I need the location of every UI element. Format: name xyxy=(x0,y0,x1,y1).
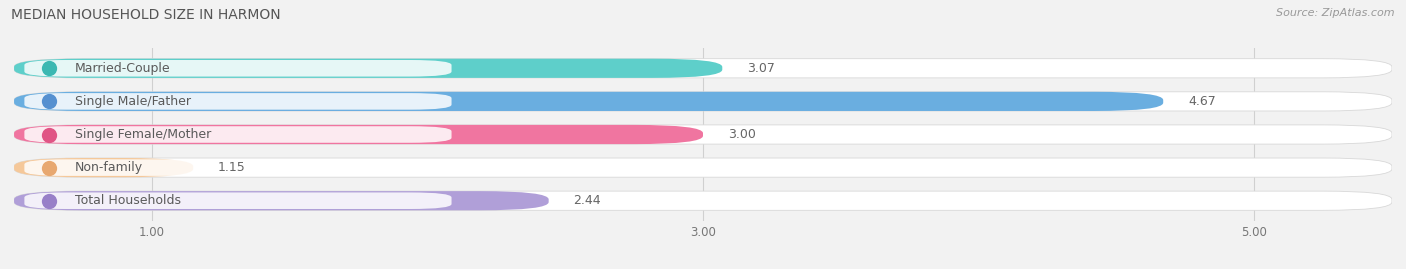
FancyBboxPatch shape xyxy=(14,125,703,144)
FancyBboxPatch shape xyxy=(14,158,193,177)
FancyBboxPatch shape xyxy=(24,126,451,143)
FancyBboxPatch shape xyxy=(14,191,548,210)
Text: Single Male/Father: Single Male/Father xyxy=(75,95,191,108)
Text: 2.44: 2.44 xyxy=(574,194,602,207)
FancyBboxPatch shape xyxy=(14,59,1392,78)
FancyBboxPatch shape xyxy=(14,92,1163,111)
Text: 3.00: 3.00 xyxy=(728,128,755,141)
FancyBboxPatch shape xyxy=(14,191,1392,210)
FancyBboxPatch shape xyxy=(24,159,451,176)
Text: 3.07: 3.07 xyxy=(747,62,775,75)
Text: Non-family: Non-family xyxy=(75,161,143,174)
FancyBboxPatch shape xyxy=(14,59,723,78)
FancyBboxPatch shape xyxy=(14,92,1392,111)
FancyBboxPatch shape xyxy=(14,158,1392,177)
Text: MEDIAN HOUSEHOLD SIZE IN HARMON: MEDIAN HOUSEHOLD SIZE IN HARMON xyxy=(11,8,281,22)
Text: 1.15: 1.15 xyxy=(218,161,246,174)
FancyBboxPatch shape xyxy=(24,93,451,110)
FancyBboxPatch shape xyxy=(24,192,451,209)
FancyBboxPatch shape xyxy=(24,60,451,77)
FancyBboxPatch shape xyxy=(14,125,1392,144)
Text: Source: ZipAtlas.com: Source: ZipAtlas.com xyxy=(1277,8,1395,18)
Text: Total Households: Total Households xyxy=(75,194,181,207)
Text: Married-Couple: Married-Couple xyxy=(75,62,170,75)
Text: Single Female/Mother: Single Female/Mother xyxy=(75,128,211,141)
Text: 4.67: 4.67 xyxy=(1188,95,1216,108)
